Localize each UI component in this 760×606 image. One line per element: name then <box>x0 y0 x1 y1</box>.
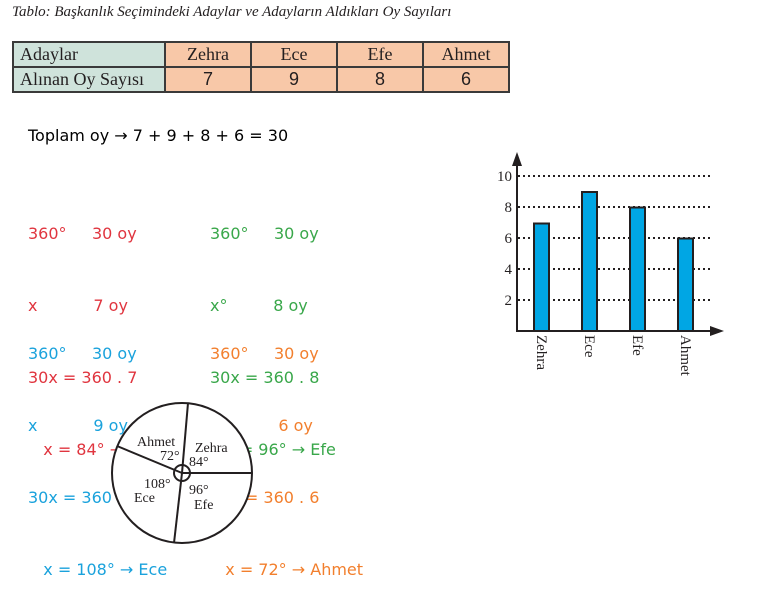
row-header-candidates: Adaylar <box>12 41 166 68</box>
table-row-candidates: Adaylar Zehra Ece Efe Ahmet <box>12 41 510 68</box>
x-label-ahmet: Ahmet <box>677 335 693 377</box>
x-label-efe: Efe <box>629 335 645 356</box>
cell-votes: 6 <box>422 66 510 93</box>
calc-line: 30x = 360 . 7 <box>28 368 138 387</box>
x-label-ece: Ece <box>581 335 597 358</box>
bar-zehra <box>533 222 550 332</box>
pie-angle-efe: 96° <box>189 483 209 498</box>
calc-line: x° 8 oy <box>210 296 308 315</box>
calc-result: x = 72° → Ahmet <box>210 560 364 579</box>
pie-angle-ahmet: 72° <box>160 449 180 464</box>
calc-line: 360° 30 oy <box>210 224 319 243</box>
calc-block-efe: 360° 30 oy x° 8 oy 30x = 360 . 8 x = 96°… <box>210 174 336 486</box>
calc-line: 30x = 360 . 8 <box>210 368 320 387</box>
y-tick: 8 <box>505 200 513 216</box>
pie-label-ece: Ece <box>134 491 155 506</box>
y-axis-arrow-icon <box>512 152 522 166</box>
x-axis-arrow-icon <box>710 326 724 336</box>
table-caption: Tablo: Başkanlık Seçimindeki Adaylar ve … <box>12 4 452 20</box>
calc-line: x 7 oy <box>28 296 128 315</box>
calc-line: 360° 30 oy <box>210 344 319 363</box>
pie-chart: Ahmet 72° Zehra 84° 108° Ece 96° Efe <box>111 402 253 544</box>
calc-result: x = 108° → Ece <box>28 560 168 579</box>
y-tick: 6 <box>505 231 513 247</box>
cell-candidate: Ece <box>250 41 338 68</box>
calc-line: x 9 oy <box>28 416 128 435</box>
bar-chart: 10 8 6 4 2 Zehra Ece Efe Ahmet <box>497 152 724 377</box>
y-tick: 4 <box>505 262 513 278</box>
cell-votes: 8 <box>336 66 424 93</box>
pie-label-efe: Efe <box>194 498 213 513</box>
bar-ece <box>581 191 598 332</box>
cell-candidate: Zehra <box>164 41 252 68</box>
pie-angle-zehra: 84° <box>189 455 209 470</box>
total-votes-line: Toplam oy → 7 + 9 + 8 + 6 = 30 <box>28 126 289 145</box>
pie-angle-ece: 108° <box>144 477 171 492</box>
bar-efe <box>629 206 646 332</box>
pie-label-ahmet: Ahmet <box>137 435 175 450</box>
calc-line: 360° 30 oy <box>28 224 137 243</box>
cell-votes: 9 <box>250 66 338 93</box>
cell-candidate: Efe <box>336 41 424 68</box>
y-tick: 10 <box>497 169 512 185</box>
pie-label-zehra: Zehra <box>195 441 228 456</box>
x-label-zehra: Zehra <box>533 335 549 370</box>
calc-line: 360° 30 oy <box>28 344 137 363</box>
cell-votes: 7 <box>164 66 252 93</box>
row-header-votes: Alınan Oy Sayısı <box>12 66 166 93</box>
table-row-votes: Alınan Oy Sayısı 7 9 8 6 <box>12 66 510 93</box>
votes-table: Adaylar Zehra Ece Efe Ahmet Alınan Oy Sa… <box>12 41 510 93</box>
cell-candidate: Ahmet <box>422 41 510 68</box>
y-tick: 2 <box>505 293 513 309</box>
bar-ahmet <box>677 237 694 332</box>
